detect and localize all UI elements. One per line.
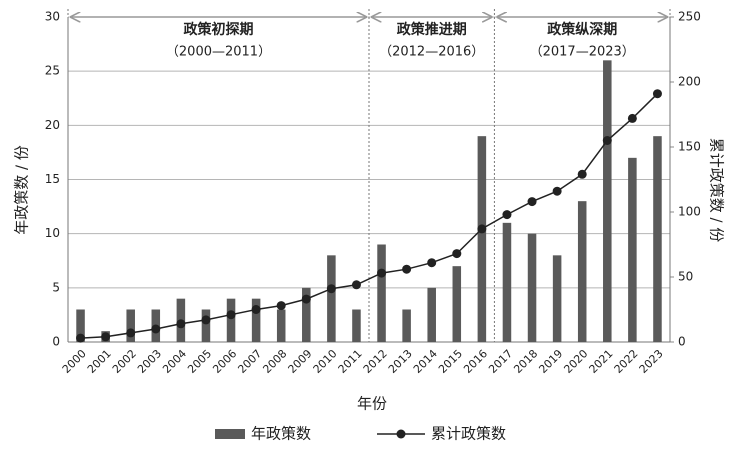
y2-tick-label: 100 <box>678 205 701 219</box>
line-point <box>226 310 236 320</box>
y2-tick-label: 250 <box>678 10 701 24</box>
x-axis-title: 年份 <box>357 395 387 413</box>
y-tick-label: 0 <box>52 335 60 349</box>
y-axis-title: 年政策数 / 份 <box>13 145 31 235</box>
phase-title: 政策推进期 <box>397 21 467 38</box>
x-tick-label: 2004 <box>160 347 189 376</box>
x-tick-label: 2003 <box>135 347 164 376</box>
x-tick-label: 2013 <box>386 347 415 376</box>
bar <box>76 309 85 342</box>
bar <box>201 309 211 342</box>
line-point <box>602 136 612 145</box>
line-point <box>176 319 186 329</box>
line-point <box>627 113 637 123</box>
y-tick-label: 25 <box>45 64 60 78</box>
bar <box>527 233 537 342</box>
line-point <box>351 280 361 290</box>
x-tick-label: 2022 <box>612 347 641 376</box>
line-point <box>527 197 537 207</box>
x-tick-label: 2017 <box>486 347 515 376</box>
x-tick-label: 2002 <box>110 347 139 376</box>
line-point <box>101 332 111 342</box>
x-tick-label: 2012 <box>361 347 390 376</box>
bar <box>251 298 261 342</box>
bar <box>427 287 436 342</box>
bar <box>452 266 462 342</box>
line-point <box>76 333 86 343</box>
x-tick-label: 2023 <box>637 347 666 376</box>
y2-tick-label: 50 <box>678 270 693 284</box>
phase-range: （2012—2016） <box>379 45 484 60</box>
bar <box>352 309 361 342</box>
legend-swatch <box>215 429 245 439</box>
phase-title: 政策纵深期 <box>547 21 617 38</box>
y-tick-label: 15 <box>45 172 60 186</box>
bar <box>653 136 662 342</box>
x-tick-label: 2007 <box>235 347 264 376</box>
legend-label: 年政策数 <box>251 425 311 443</box>
bar <box>276 309 286 342</box>
line-point <box>652 89 662 99</box>
line-point <box>201 315 211 325</box>
x-tick-label: 2000 <box>60 347 89 376</box>
line-point <box>377 268 387 278</box>
line-point <box>151 324 161 334</box>
line-point <box>402 264 412 274</box>
line-point <box>276 301 286 311</box>
bar <box>577 201 587 342</box>
bar <box>402 309 411 342</box>
bar <box>302 287 311 342</box>
line-point <box>552 186 562 196</box>
line-point <box>427 258 437 268</box>
line-point <box>301 294 311 304</box>
bar <box>126 309 135 342</box>
line-point <box>126 328 136 338</box>
x-tick-label: 2011 <box>336 347 365 376</box>
y2-tick-label: 0 <box>678 335 686 349</box>
line-point <box>502 210 512 220</box>
phase-range: （2017—2023） <box>530 45 635 60</box>
y2-tick-label: 150 <box>678 140 701 154</box>
x-tick-label: 2009 <box>286 347 315 376</box>
line-point <box>326 284 336 294</box>
x-tick-label: 2021 <box>587 347 616 376</box>
bar <box>327 255 336 342</box>
y2-tick-label: 200 <box>678 75 701 89</box>
y-tick-label: 5 <box>52 280 60 294</box>
bar <box>603 60 612 342</box>
x-tick-label: 2018 <box>511 347 540 376</box>
x-tick-label: 2005 <box>185 347 214 376</box>
y-tick-label: 30 <box>45 10 60 24</box>
line-point <box>477 224 487 234</box>
line-point <box>577 169 587 179</box>
x-tick-label: 2016 <box>461 347 490 376</box>
x-tick-label: 2019 <box>536 347 565 376</box>
y-tick-label: 10 <box>45 226 60 240</box>
bar <box>552 255 562 342</box>
y-tick-label: 20 <box>45 118 60 132</box>
legend-swatch <box>396 429 406 439</box>
bar <box>226 298 236 342</box>
line-point <box>251 305 261 314</box>
x-tick-label: 2015 <box>436 347 465 376</box>
line-point <box>452 249 462 259</box>
x-tick-label: 2008 <box>260 347 289 376</box>
x-tick-label: 2020 <box>561 347 590 376</box>
legend-label: 累计政策数 <box>431 425 506 443</box>
x-tick-label: 2010 <box>311 347 340 376</box>
phase-title: 政策初探期 <box>184 21 254 38</box>
phase-range: （2000—2011） <box>166 45 271 60</box>
bar <box>502 222 512 342</box>
x-tick-label: 2006 <box>210 347 239 376</box>
x-tick-label: 2014 <box>411 347 440 376</box>
y2-axis-title: 累计政策数 / 份 <box>708 138 726 243</box>
bar <box>377 244 386 342</box>
bar <box>628 157 637 342</box>
x-tick-label: 2001 <box>85 347 114 376</box>
bar <box>477 136 487 342</box>
